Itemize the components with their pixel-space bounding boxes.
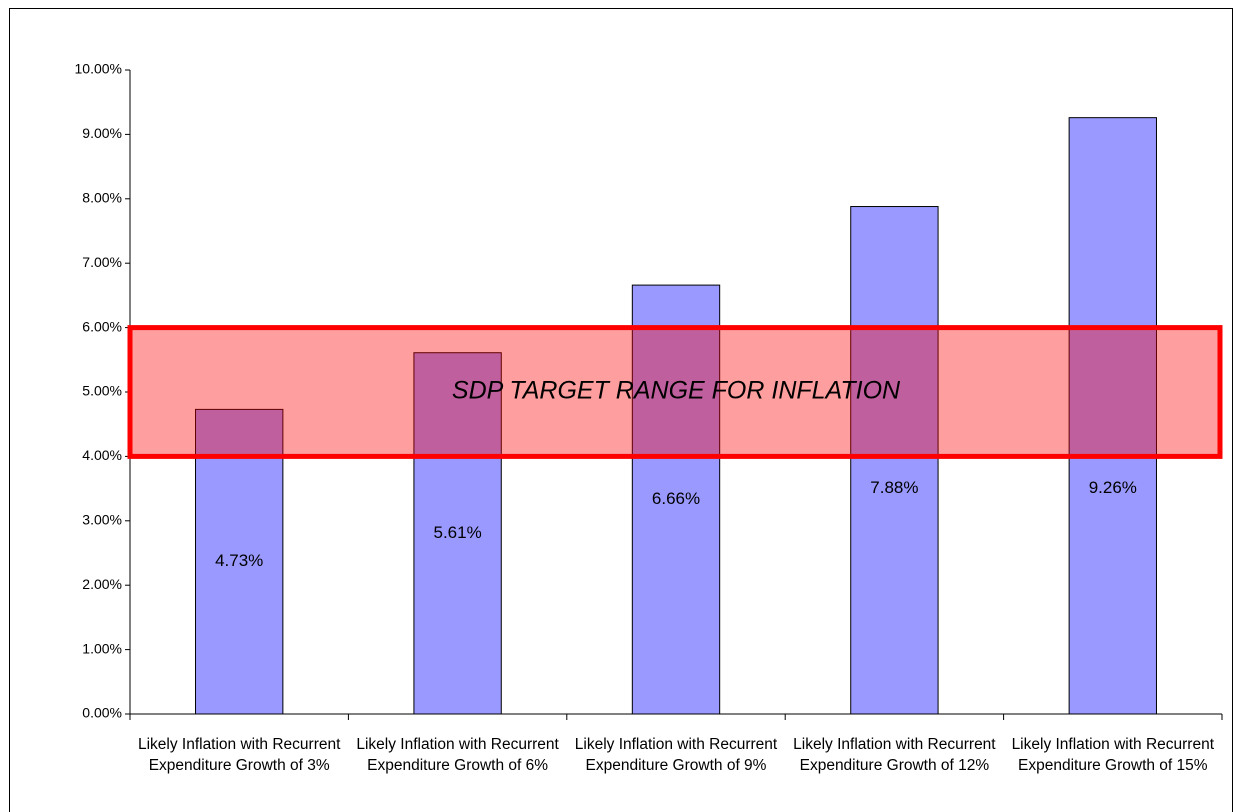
x-tick-label: Likely Inflation with Recurrent Expendit… xyxy=(356,736,559,774)
data-label: 6.66% xyxy=(652,489,700,508)
bar xyxy=(631,284,721,715)
y-tick-label: 2.00% xyxy=(82,576,122,592)
y-tick-label: 5.00% xyxy=(82,383,122,399)
x-tick-label: Likely Inflation with Recurrent Expendit… xyxy=(793,736,996,774)
bar xyxy=(850,206,939,715)
data-label: 5.61% xyxy=(433,523,481,542)
bar xyxy=(195,408,284,715)
y-tick-label: 1.00% xyxy=(82,640,122,656)
y-tick-label: 6.00% xyxy=(82,318,122,334)
target-band-label: SDP TARGET RANGE FOR INFLATION xyxy=(452,377,901,405)
x-tick-label: Likely Inflation with Recurrent Expendit… xyxy=(574,736,778,774)
y-tick-label: 9.00% xyxy=(82,125,122,141)
y-tick-label: 7.00% xyxy=(82,254,122,270)
data-label: 7.88% xyxy=(870,478,918,497)
x-tick-label: Likely Inflation with Recurrent Expendit… xyxy=(137,736,341,774)
target-band xyxy=(127,325,1223,459)
y-tick-label: 3.00% xyxy=(82,512,122,528)
y-tick-label: 10.00% xyxy=(75,61,122,77)
x-tick-label: Likely Inflation with Recurrent Expendit… xyxy=(1011,736,1215,774)
data-label: 4.73% xyxy=(215,551,263,570)
bar xyxy=(1068,117,1157,715)
data-label: 9.26% xyxy=(1089,478,1137,497)
bar xyxy=(413,352,502,715)
y-tick-label: 0.00% xyxy=(82,705,122,721)
y-tick-label: 8.00% xyxy=(82,190,122,206)
y-tick-label: 4.00% xyxy=(82,447,122,463)
